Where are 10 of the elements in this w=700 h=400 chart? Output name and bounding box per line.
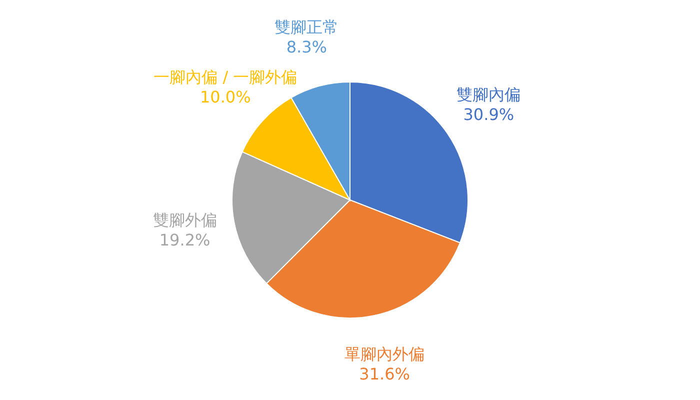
data-label: 31.6% <box>359 364 410 384</box>
slice-label: 雙腳外偏 <box>152 210 217 230</box>
slice-label: 雙腳正常 <box>274 18 339 37</box>
slice-label: 單腳內外偏 <box>344 344 425 364</box>
slice-label: 一腳內偏 / 一腳外偏 <box>154 67 298 86</box>
data-label: 10.0% <box>200 87 251 106</box>
data-label: 8.3% <box>286 38 328 57</box>
data-label: 19.2% <box>159 230 210 250</box>
data-label: 30.9% <box>463 105 514 124</box>
slice-label: 雙腳內偏 <box>456 85 521 104</box>
